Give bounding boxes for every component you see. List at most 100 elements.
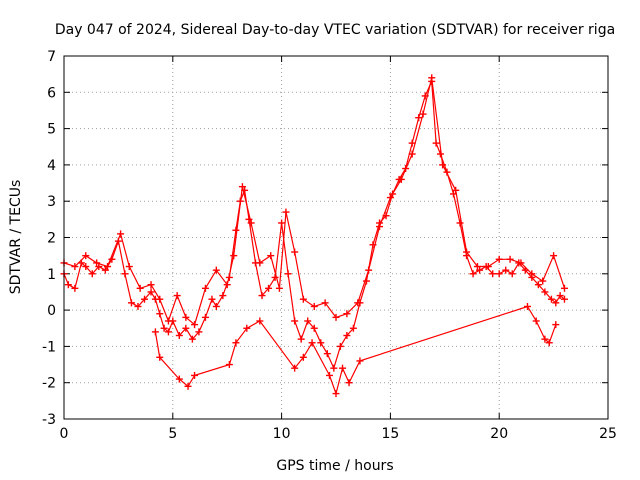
x-tick-label: 5 [168,426,177,442]
data-point [182,313,190,321]
grid-lines [64,56,608,419]
data-point [88,270,96,278]
data-point [408,139,416,147]
data-point [332,390,340,398]
data-point [456,219,464,227]
series-line [63,77,566,326]
data-point [321,299,329,307]
data-point [282,208,290,216]
y-tick-label: 3 [47,194,56,210]
data-point [175,332,183,340]
data-point [258,292,266,300]
data-point [284,270,292,278]
x-tick-label: 25 [599,426,617,442]
x-tick-label: 20 [490,426,508,442]
data-point [345,379,353,387]
data-point [534,281,542,289]
data-point [243,324,251,332]
data-point [376,223,384,231]
data-point [230,252,238,260]
y-tick-label: 0 [47,303,56,319]
data-point [121,270,129,278]
series-riga-lower-band [151,302,560,398]
data-point [256,259,264,267]
data-point [419,110,427,118]
data-point [545,339,553,347]
data-point [291,364,299,372]
data-point [101,266,109,274]
data-point [71,263,79,271]
data-point [495,270,503,278]
y-tick-label: -1 [42,339,56,355]
data-point [173,292,181,300]
data-point [473,263,481,271]
data-point [117,230,125,238]
data-point [469,270,477,278]
data-point [560,284,568,292]
data-point [489,270,497,278]
data-point [208,295,216,303]
y-tick-label: 1 [47,267,56,283]
data-point [271,273,279,281]
x-tick-labels: 0 5 10 15 20 25 [60,426,617,442]
data-point [291,317,299,325]
data-point [265,284,273,292]
data-point [325,371,333,379]
data-point [127,299,135,307]
data-point [164,317,172,325]
data-point [188,335,196,343]
data-point [104,263,112,271]
data-point [386,194,394,202]
data-point [476,266,484,274]
data-point [64,281,72,289]
data-point [552,299,560,307]
data-point [134,302,142,310]
data-point [160,324,168,332]
data-point [541,288,549,296]
data-point [212,266,220,274]
series-riga [60,77,568,372]
data-point [297,335,305,343]
series-line [154,305,557,396]
data-point [125,263,133,271]
data-point [330,364,338,372]
data-point [164,328,172,336]
data-point [428,74,436,82]
data-point [219,292,227,300]
data-point [502,266,510,274]
y-tick-label: -2 [42,376,56,392]
data-point [506,255,514,263]
data-point [299,353,307,361]
data-point [432,139,440,147]
series-riga-upper-band [60,74,568,329]
data-point [452,186,460,194]
x-tick-label: 10 [273,426,291,442]
data-point [267,252,275,260]
data-point [225,361,233,369]
data-point [484,263,492,271]
y-tick-label: 2 [47,231,56,247]
data-point [332,313,340,321]
data-point [539,277,547,285]
data-point [175,375,183,383]
data-point [232,339,240,347]
data-point [508,270,516,278]
data-point [495,255,503,263]
data-point [349,324,357,332]
data-point [147,281,155,289]
data-point [191,321,199,329]
data-point [356,357,364,365]
data-point [304,317,312,325]
data-point [560,295,568,303]
data-point [156,310,164,318]
y-tick-label: 6 [47,85,56,101]
data-point [310,302,318,310]
data-point [184,382,192,390]
data-point [517,259,525,267]
data-series [60,74,568,398]
data-point [408,150,416,158]
data-point [278,219,286,227]
data-point [343,310,351,318]
